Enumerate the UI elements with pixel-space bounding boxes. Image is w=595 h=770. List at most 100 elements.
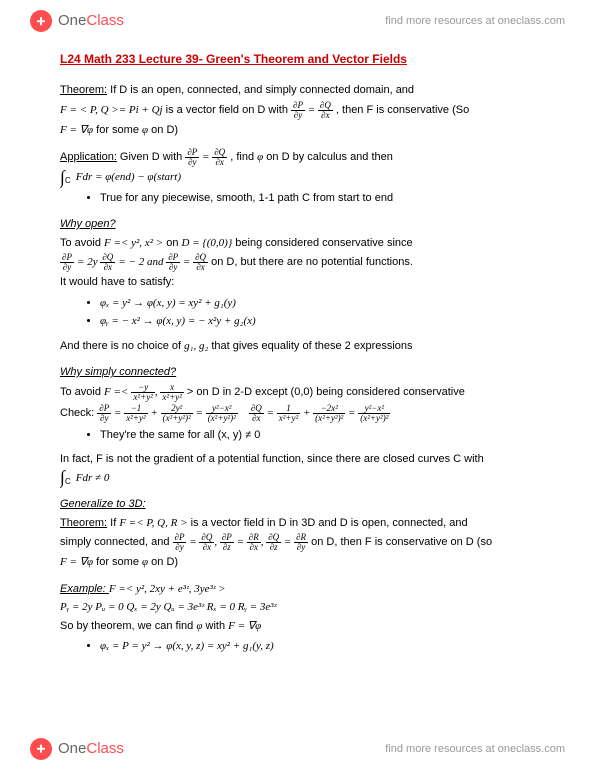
math-expr: Fdr ≠ 0 [76, 472, 110, 484]
text: is a vector field on D with [163, 104, 291, 116]
text: = − 2 and [118, 256, 166, 268]
partial: ∂Q∂x [100, 256, 115, 268]
brand-text: OneClass [58, 10, 124, 33]
logo-icon [30, 738, 52, 760]
page-header: OneClass find more resources at oneclass… [0, 0, 595, 43]
text: is a vector field in D in 3D and D is op… [188, 517, 468, 529]
integral-limit: C [65, 470, 71, 486]
why-simply-line2: In fact, F is not the gradient of a pote… [60, 451, 535, 468]
math-expr: F =< y², x² > [104, 237, 163, 249]
list-item: φₓ = y² → φ(x, y) = xy² + g₁(y) [100, 295, 535, 312]
list-item: True for any piecewise, smooth, 1-1 path… [100, 190, 535, 207]
why-simply-section: Why simply connected? To avoid F =< −yx²… [60, 364, 535, 486]
text: on [163, 237, 181, 249]
theorem-line3: F = ∇φ for some φ on D) [60, 122, 535, 139]
partial-eq: ∂P∂y = ∂Q∂x [166, 256, 208, 268]
why-open-line2: ∂P∂y = 2y ∂Q∂x = − 2 and ∂P∂y = ∂Q∂x on … [60, 253, 535, 272]
logo-icon [30, 10, 52, 32]
check-math: ∂P∂y = −1x²+y² + 2y²(x²+y²)² = y²−x²(x²+… [97, 407, 390, 419]
text: , then F is conservative (So [336, 104, 469, 116]
brand-one: One [58, 12, 86, 29]
text: To avoid [60, 237, 104, 249]
text: on D, then F is conservative on D (so [311, 536, 492, 548]
example-line2: Pᵧ = 2y Pᵤ = 0 Qₓ = 2y Qᵤ = 3e³ᶻ Rₓ = 0 … [60, 599, 535, 616]
footer-link[interactable]: find more resources at oneclass.com [385, 741, 565, 758]
why-open-section: Why open? To avoid F =< y², x² > on D = … [60, 216, 535, 354]
why-open-line3: It would have to satisfy: [60, 274, 535, 291]
brand-class: Class [86, 740, 124, 757]
theorem-line2: F = < P, Q >= Pi + Qj is a vector field … [60, 101, 535, 120]
generalize-line2: simply connected, and ∂P∂y = ∂Q∂x, ∂P∂z … [60, 533, 535, 552]
text: on D) [148, 556, 178, 568]
math-expr: F = < P, Q >= Pi + Qj [60, 104, 163, 116]
why-simply-line1: To avoid F =< −yx²+y², xx²+y² > on D in … [60, 383, 535, 402]
integral-line2: ∫C Fdr ≠ 0 [60, 470, 535, 487]
bullet-text: They're the same for all (x, y) ≠ 0 [100, 429, 260, 441]
generalize-heading: Generalize to 3D: [60, 496, 535, 513]
math-expr: D = {(0,0)} [182, 237, 233, 249]
generalize-line1: Theorem: If F =< P, Q, R > is a vector f… [60, 515, 535, 532]
text: with [202, 620, 228, 632]
bullet-list: φₓ = y² → φ(x, y) = xy² + g₁(y) φᵧ = − x… [100, 295, 535, 330]
why-open-line4: And there is no choice of g₁, g₂ that gi… [60, 338, 535, 355]
text: simply connected, and [60, 536, 173, 548]
example-line1: Example: F =< y², 2xy + e³ᶻ, 3ye³ᶻ > [60, 581, 535, 598]
text: for some [93, 124, 142, 136]
math-expr: F =< y², 2xy + e³ᶻ, 3ye³ᶻ > [109, 583, 226, 595]
theorem-line1: Theorem: If D is an open, connected, and… [60, 82, 535, 99]
partial-eq: ∂P∂y = ∂Q∂x [185, 151, 227, 163]
list-item: φₓ = P = y² → φ(x, y, z) = xy² + g₁(y, z… [100, 638, 535, 655]
text: And there is no choice of [60, 340, 184, 352]
text: So by theorem, we can find [60, 620, 196, 632]
text: on D) [148, 124, 178, 136]
math-expr: Fdr = φ(end) − φ(start) [76, 171, 181, 183]
brand-text: OneClass [58, 738, 124, 761]
logo-group: OneClass [30, 10, 124, 33]
integral-limit: C [65, 169, 71, 185]
application-line1: Application: Given D with ∂P∂y = ∂Q∂x , … [60, 148, 535, 167]
text: for some [93, 556, 142, 568]
text: If [107, 517, 119, 529]
text: being considered conservative since [232, 237, 412, 249]
theorem-text: If D is an open, connected, and simply c… [107, 84, 414, 96]
theorem-label: Theorem: [60, 84, 107, 96]
theorem-label: Theorem: [60, 517, 107, 529]
partial-eq: ∂P∂y = ∂Q∂x [291, 104, 333, 116]
check-label: Check: [60, 407, 97, 419]
application-label: Application: [60, 151, 117, 163]
generalize-section: Generalize to 3D: Theorem: If F =< P, Q,… [60, 496, 535, 571]
bullet-list: φₓ = P = y² → φ(x, y, z) = xy² + g₁(y, z… [100, 638, 535, 655]
text: = 2y [77, 256, 100, 268]
generalize-line3: F = ∇φ for some φ on D) [60, 554, 535, 571]
math-expr: F = ∇φ [60, 124, 93, 136]
math-expr: F = ∇φ [228, 620, 261, 632]
partial: ∂P∂y [60, 256, 74, 268]
why-open-line1: To avoid F =< y², x² > on D = {(0,0)} be… [60, 235, 535, 252]
partials-3d: ∂P∂y = ∂Q∂x, ∂P∂z = ∂R∂x, ∂Q∂z = ∂R∂y [173, 536, 309, 548]
text: on D by calculus and then [263, 151, 393, 163]
why-open-heading: Why open? [60, 216, 535, 233]
text: Given D with [117, 151, 185, 163]
document-content: L24 Math 233 Lecture 39- Green's Theorem… [60, 50, 535, 720]
logo-group: OneClass [30, 738, 124, 761]
theorem-section: Theorem: If D is an open, connected, and… [60, 82, 535, 138]
text: that gives equality of these 2 expressio… [208, 340, 412, 352]
page-title: L24 Math 233 Lecture 39- Green's Theorem… [60, 50, 535, 68]
text: , find [230, 151, 257, 163]
math-expr: F =< [104, 386, 128, 398]
brand-class: Class [86, 12, 124, 29]
example-line3: So by theorem, we can find φ with F = ∇φ [60, 618, 535, 635]
text: > on D in 2-D except (0,0) being conside… [187, 386, 465, 398]
text: on D, but there are no potential functio… [211, 256, 413, 268]
header-link[interactable]: find more resources at oneclass.com [385, 13, 565, 30]
math-expr: F = ∇φ [60, 556, 93, 568]
example-label: Example: [60, 583, 109, 595]
application-section: Application: Given D with ∂P∂y = ∂Q∂x , … [60, 148, 535, 206]
text: To avoid [60, 386, 104, 398]
brand-one: One [58, 740, 86, 757]
math-expr: F =< P, Q, R > [119, 517, 187, 529]
why-simply-heading: Why simply connected? [60, 364, 535, 381]
frac: −yx²+y², xx²+y² [131, 386, 183, 398]
math-expr: g₁, g₂ [184, 340, 208, 352]
example-section: Example: F =< y², 2xy + e³ᶻ, 3ye³ᶻ > Pᵧ … [60, 581, 535, 655]
